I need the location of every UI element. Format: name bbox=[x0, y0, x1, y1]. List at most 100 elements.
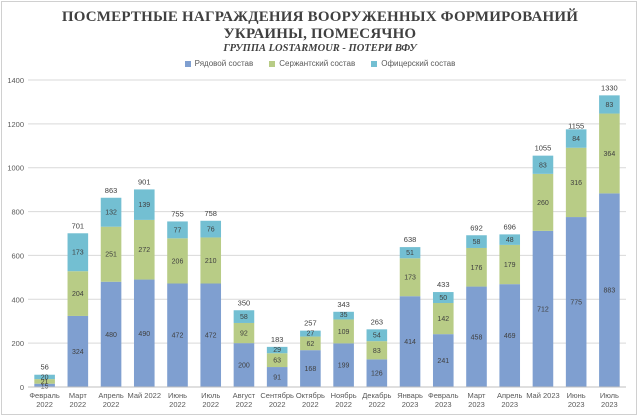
bar-segment-sergeants bbox=[67, 271, 89, 316]
bar-segment-sergeants bbox=[233, 322, 255, 344]
data-label: 173 bbox=[72, 250, 84, 257]
bar-segment-sergeants bbox=[167, 238, 188, 284]
data-label: 92 bbox=[240, 331, 248, 338]
y-tick-label: 1200 bbox=[7, 120, 24, 129]
data-label: 480 bbox=[105, 332, 117, 339]
data-label: 490 bbox=[138, 331, 150, 338]
bar-segment-sergeants bbox=[599, 113, 620, 194]
data-label: 210 bbox=[205, 258, 217, 265]
data-label: 414 bbox=[404, 339, 416, 346]
x-tick-label: Октябрь bbox=[296, 391, 325, 400]
data-label: 63 bbox=[273, 358, 281, 365]
y-tick-label: 400 bbox=[11, 295, 24, 304]
x-tick-label: Апрель bbox=[98, 391, 124, 400]
data-label: 84 bbox=[572, 136, 580, 143]
x-tick-label: 2023 bbox=[435, 400, 452, 409]
bar-segment-sergeants bbox=[333, 319, 354, 344]
data-label: 272 bbox=[138, 247, 150, 254]
bar-segment-sergeants bbox=[266, 353, 288, 368]
data-label: 364 bbox=[604, 151, 616, 158]
bar-segment-officers bbox=[466, 235, 487, 248]
bar-segment-officers bbox=[266, 346, 288, 354]
x-tick-label: Апрель bbox=[497, 391, 523, 400]
x-tick-label: 2022 bbox=[302, 400, 319, 409]
data-label: 316 bbox=[570, 180, 582, 187]
x-tick-label: 2022 bbox=[169, 400, 186, 409]
data-label: 83 bbox=[605, 102, 613, 109]
data-label: 260 bbox=[537, 200, 549, 207]
legend-label-officers: Офицерский состав bbox=[381, 59, 456, 68]
total-label: 1330 bbox=[601, 83, 618, 92]
bar-segment-sergeants bbox=[466, 247, 487, 287]
data-label: 83 bbox=[539, 162, 547, 169]
y-tick-label: 600 bbox=[11, 251, 24, 260]
data-label: 458 bbox=[471, 334, 483, 341]
bar-segment-officers bbox=[399, 247, 421, 259]
data-label: 109 bbox=[338, 329, 350, 336]
total-label: 257 bbox=[304, 319, 317, 328]
y-tick-label: 800 bbox=[11, 208, 24, 217]
bar-segment-privates bbox=[67, 315, 89, 387]
bar-segment-officers bbox=[133, 189, 155, 220]
bar-segment-sergeants bbox=[100, 226, 122, 282]
bar-segment-officers bbox=[333, 311, 354, 320]
x-tick-label: Декабрь bbox=[362, 391, 391, 400]
bar-segment-sergeants bbox=[200, 237, 222, 284]
x-tick-label: 2022 bbox=[103, 400, 120, 409]
x-tick-label: Март bbox=[468, 391, 487, 400]
data-label: 200 bbox=[238, 363, 250, 370]
bar-segment-officers bbox=[200, 220, 222, 238]
bar-segment-officers bbox=[565, 129, 587, 148]
total-label: 638 bbox=[404, 235, 417, 244]
data-label: 35 bbox=[340, 312, 348, 319]
bar-segment-privates bbox=[266, 367, 288, 387]
data-label: 76 bbox=[207, 227, 215, 234]
total-label: 696 bbox=[503, 222, 516, 231]
bar-segment-privates bbox=[565, 217, 587, 387]
bar-segment-sergeants bbox=[532, 173, 554, 231]
x-tick-label: 2022 bbox=[236, 400, 253, 409]
data-label: 176 bbox=[471, 265, 483, 272]
data-label: 179 bbox=[504, 262, 516, 269]
x-tick-label: 2022 bbox=[69, 400, 86, 409]
total-label: 758 bbox=[204, 209, 217, 218]
x-tick-label: 2022 bbox=[368, 400, 385, 409]
total-label: 901 bbox=[138, 177, 151, 186]
bar-segment-privates bbox=[432, 334, 454, 387]
x-tick-label: Январь bbox=[397, 391, 423, 400]
total-label: 56 bbox=[40, 363, 48, 372]
bar-segment-officers bbox=[34, 374, 55, 380]
chart-title-line1: ПОСМЕРТНЫЕ НАГРАЖДЕНИЯ ВООРУЖЕННЫХ ФОРМИ… bbox=[61, 9, 579, 25]
bar-segment-privates bbox=[366, 359, 388, 387]
chart-title-line2: УКРАИНЫ, ПОМЕСЯЧНО bbox=[223, 26, 417, 42]
x-tick-label: 2022 bbox=[36, 400, 53, 409]
bar-segment-privates bbox=[300, 350, 321, 387]
total-label: 263 bbox=[371, 317, 384, 326]
legend-swatch-sergeants bbox=[269, 60, 276, 67]
chart-legend: Рядовой состав Сержантский состав Офицер… bbox=[0, 59, 640, 68]
bar-segment-officers bbox=[167, 221, 188, 239]
y-tick-label: 200 bbox=[11, 339, 24, 348]
data-label: 50 bbox=[439, 295, 447, 302]
data-label: 62 bbox=[306, 341, 314, 348]
x-tick-label: Июль bbox=[600, 391, 619, 400]
data-label: 21 bbox=[41, 379, 49, 386]
bar-segment-privates bbox=[34, 383, 55, 387]
data-label: 168 bbox=[305, 366, 317, 373]
data-label: 139 bbox=[138, 202, 150, 209]
x-tick-label: Июнь bbox=[168, 391, 187, 400]
chart-subtitle: ГРУППА LOSTARMOUR - ПОТЕРИ ВФУ bbox=[223, 43, 417, 54]
data-label: 324 bbox=[72, 349, 84, 356]
total-label: 755 bbox=[171, 209, 184, 218]
bar-segment-privates bbox=[167, 283, 188, 387]
total-label: 343 bbox=[337, 300, 350, 309]
x-tick-label: Сентябрь bbox=[260, 391, 294, 400]
legend-swatch-privates bbox=[184, 60, 191, 67]
data-label: 58 bbox=[240, 314, 248, 321]
y-tick-label: 1400 bbox=[7, 76, 24, 85]
legend-swatch-officers bbox=[371, 60, 378, 67]
x-tick-label: 2023 bbox=[501, 400, 518, 409]
x-tick-label: Февраль bbox=[29, 391, 60, 400]
